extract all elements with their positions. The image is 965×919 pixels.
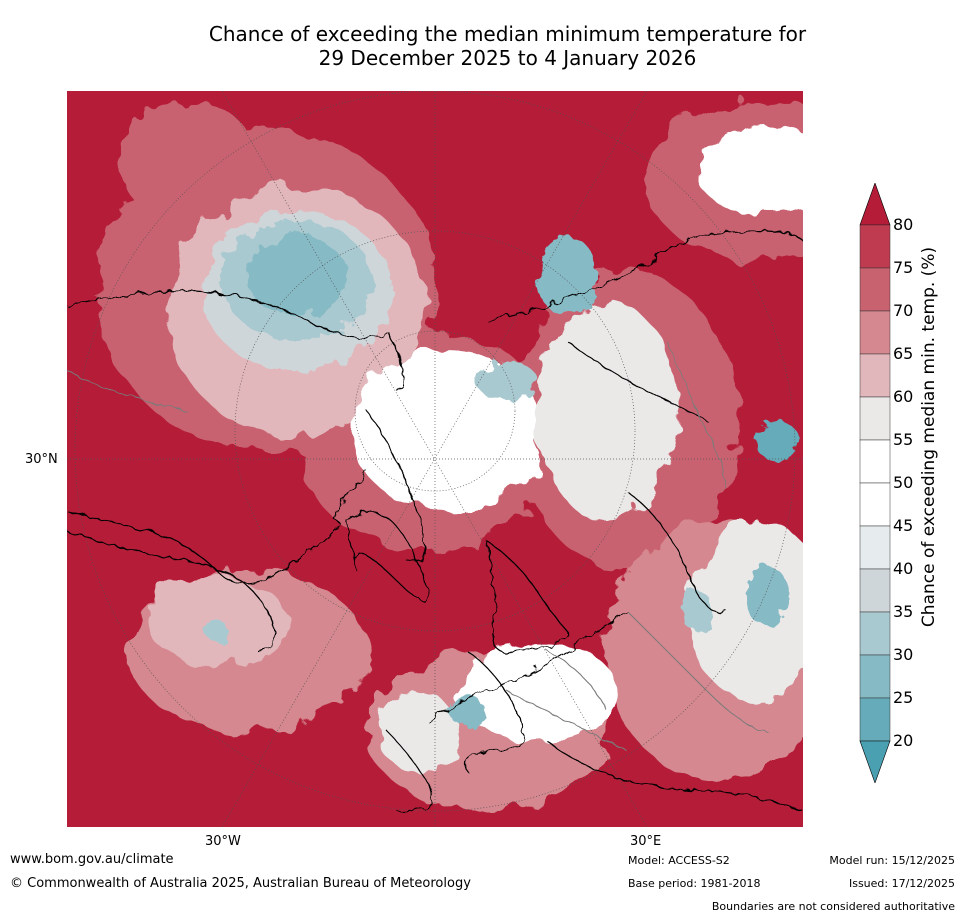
- latitude-label-30n: 30°N: [25, 452, 58, 467]
- colorbar: [858, 182, 965, 784]
- footer-model-run: Model run: 15/12/2025: [829, 854, 955, 867]
- title-line-1: Chance of exceeding the median minimum t…: [208, 22, 807, 46]
- probability-field-low: [202, 211, 799, 726]
- colorbar-segment-50_55: [859, 439, 891, 484]
- footer-website[interactable]: www.bom.gov.au/climate: [10, 852, 174, 867]
- colorbar-tick-75: 75: [893, 258, 914, 277]
- colorbar-segment-20_25: [859, 697, 891, 742]
- colorbar-arrow-above-80: [859, 182, 891, 226]
- graticule: [67, 91, 803, 827]
- chart-title: Chance of exceeding the median minimum t…: [150, 22, 865, 70]
- coastlines: [67, 230, 803, 812]
- footer-copyright: © Commonwealth of Australia 2025, Austra…: [10, 876, 471, 891]
- colorbar-arrow-below-20: [859, 740, 891, 784]
- political-boundaries: [67, 340, 768, 752]
- footer-issued: Issued: 17/12/2025: [848, 877, 955, 890]
- map-canvas: [67, 91, 803, 827]
- polar-map: [67, 91, 803, 827]
- colorbar-label-text: Chance of exceeding median min. temp. (%…: [919, 246, 939, 628]
- colorbar-tick-70: 70: [893, 301, 914, 320]
- colorbar-segment-65_70: [859, 310, 891, 355]
- colorbar-tick-35: 35: [893, 602, 914, 621]
- colorbar-tick-60: 60: [893, 387, 914, 406]
- title-line-2: 29 December 2025 to 4 January 2026: [318, 46, 697, 70]
- colorbar-tick-50: 50: [893, 473, 914, 492]
- colorbar-segment-70_75: [859, 267, 891, 312]
- longitude-label-30w: 30°W: [205, 834, 241, 849]
- colorbar-tick-40: 40: [893, 559, 914, 578]
- colorbar-segment-25_30: [859, 654, 891, 699]
- colorbar-segment-45_50: [859, 482, 891, 527]
- colorbar-tick-65: 65: [893, 344, 914, 363]
- colorbar-tick-25: 25: [893, 688, 914, 707]
- colorbar-tick-30: 30: [893, 645, 914, 664]
- longitude-label-30e: 30°E: [630, 834, 662, 849]
- footer-disclaimer: Boundaries are not considered authoritat…: [711, 900, 955, 913]
- footer-model: Model: ACCESS-S2: [628, 854, 730, 867]
- footer-base-period: Base period: 1981-2018: [628, 877, 761, 890]
- colorbar-segment-35_40: [859, 568, 891, 613]
- colorbar-tick-55: 55: [893, 430, 914, 449]
- colorbar-segment-75_80: [859, 224, 891, 269]
- colorbar-segment-30_35: [859, 611, 891, 656]
- colorbar-segment-60_65: [859, 353, 891, 398]
- colorbar-graphic: [859, 182, 891, 784]
- colorbar-tick-80: 80: [893, 215, 914, 234]
- colorbar-tick-20: 20: [893, 731, 914, 750]
- colorbar-segment-40_45: [859, 525, 891, 570]
- colorbar-segment-55_60: [859, 396, 891, 441]
- colorbar-tick-45: 45: [893, 516, 914, 535]
